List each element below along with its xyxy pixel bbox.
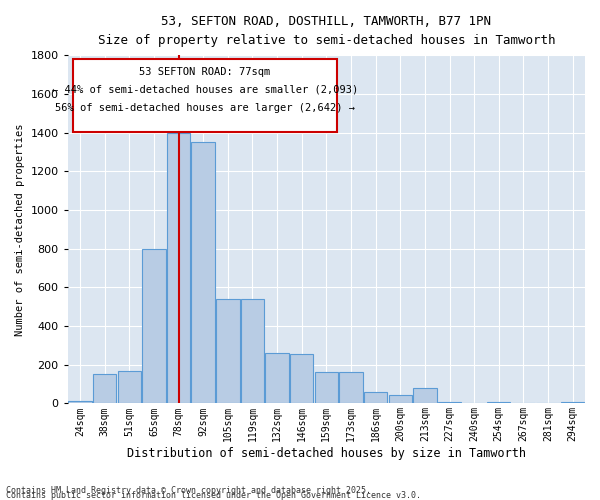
Bar bbox=[265, 353, 289, 404]
FancyBboxPatch shape bbox=[73, 58, 337, 132]
Bar bbox=[438, 402, 461, 404]
Bar bbox=[68, 402, 92, 404]
Text: Contains HM Land Registry data © Crown copyright and database right 2025.: Contains HM Land Registry data © Crown c… bbox=[6, 486, 371, 495]
Bar bbox=[339, 372, 362, 404]
Text: Contains public sector information licensed under the Open Government Licence v3: Contains public sector information licen… bbox=[6, 491, 421, 500]
Text: 56% of semi-detached houses are larger (2,642) →: 56% of semi-detached houses are larger (… bbox=[55, 103, 355, 113]
Bar bbox=[364, 392, 388, 404]
Bar bbox=[216, 299, 239, 404]
X-axis label: Distribution of semi-detached houses by size in Tamworth: Distribution of semi-detached houses by … bbox=[127, 447, 526, 460]
Bar bbox=[561, 402, 584, 404]
Bar bbox=[167, 132, 190, 404]
Bar bbox=[314, 372, 338, 404]
Text: ← 44% of semi-detached houses are smaller (2,093): ← 44% of semi-detached houses are smalle… bbox=[52, 84, 358, 94]
Bar bbox=[142, 248, 166, 404]
Bar bbox=[389, 394, 412, 404]
Bar bbox=[118, 372, 141, 404]
Bar bbox=[191, 142, 215, 404]
Bar bbox=[487, 402, 511, 404]
Y-axis label: Number of semi-detached properties: Number of semi-detached properties bbox=[15, 123, 25, 336]
Bar bbox=[241, 299, 264, 404]
Bar bbox=[290, 354, 313, 404]
Bar bbox=[93, 374, 116, 404]
Text: 53 SEFTON ROAD: 77sqm: 53 SEFTON ROAD: 77sqm bbox=[139, 68, 271, 78]
Bar bbox=[413, 388, 437, 404]
Title: 53, SEFTON ROAD, DOSTHILL, TAMWORTH, B77 1PN
Size of property relative to semi-d: 53, SEFTON ROAD, DOSTHILL, TAMWORTH, B77… bbox=[98, 15, 555, 47]
